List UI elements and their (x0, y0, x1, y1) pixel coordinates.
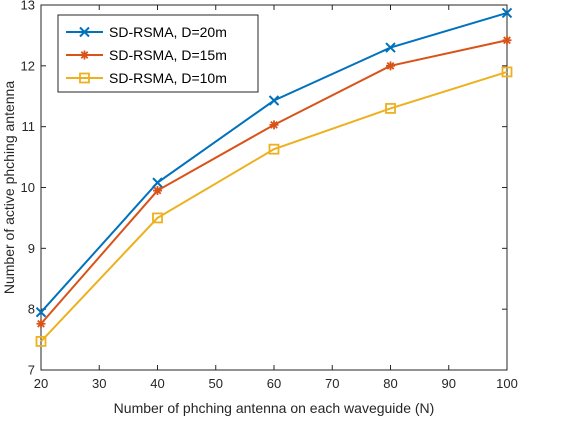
series-1 (35, 7, 513, 318)
x-tick-label: 80 (383, 376, 397, 391)
data-point (269, 120, 279, 130)
x-axis-ticks: 20 30 40 50 60 70 80 90 100 (34, 5, 518, 391)
y-tick-label: 13 (21, 0, 35, 13)
x-tick-label: 90 (442, 376, 456, 391)
data-point (386, 61, 395, 71)
series-2 (36, 35, 512, 329)
data-point (501, 7, 513, 19)
x-tick-label: 70 (325, 376, 339, 391)
legend: SD-RSMA, D=20m SD-RSMA, D=15m SD-RSMA, D=1… (57, 14, 259, 93)
x-tick-label: 30 (92, 376, 106, 391)
series-line (40, 70, 508, 343)
data-point (385, 42, 396, 53)
legend-swatch-marker (79, 72, 90, 84)
y-tick-label: 10 (21, 180, 35, 195)
series-3 (35, 66, 513, 347)
x-tick-label: 40 (150, 376, 164, 391)
x-axis-label: Number of phching antenna on each wavegu… (114, 400, 435, 416)
x-tick-label: 20 (34, 376, 48, 391)
legend-label: SD-RSMA, D=15m (109, 47, 227, 63)
y-tick-label: 7 (28, 363, 35, 378)
data-point (268, 143, 280, 155)
data-point (152, 177, 163, 188)
data-point (35, 336, 47, 347)
data-point (36, 319, 46, 329)
y-axis-label: Number of active phching antenna (1, 81, 17, 294)
legend-swatch-marker (79, 26, 90, 38)
legend-label: SD-RSMA, D=10m (109, 70, 227, 86)
y-tick-label: 9 (28, 241, 35, 256)
data-point (153, 186, 162, 196)
data-point (502, 35, 512, 45)
legend-item-1: SD-RSMA, D=20m (66, 24, 227, 40)
y-axis-ticks: 7 8 9 10 11 12 13 (21, 0, 507, 378)
data-point (385, 103, 396, 114)
series-layer (35, 7, 513, 347)
data-point (501, 66, 513, 78)
data-point (268, 95, 280, 106)
y-tick-label: 12 (21, 58, 35, 73)
x-tick-label: 60 (267, 376, 281, 391)
legend-swatch-marker (80, 50, 89, 60)
y-tick-label: 8 (28, 302, 35, 317)
legend-box (57, 14, 259, 93)
y-tick-label: 11 (22, 119, 36, 134)
x-tick-label: 50 (209, 376, 223, 391)
data-point (35, 307, 47, 318)
legend-item-3: SD-RSMA, D=10m (66, 70, 227, 86)
x-tick-label: 100 (496, 376, 518, 391)
legend-label: SD-RSMA, D=20m (109, 24, 227, 40)
data-point (152, 212, 163, 224)
legend-item-2: SD-RSMA, D=15m (66, 47, 227, 63)
